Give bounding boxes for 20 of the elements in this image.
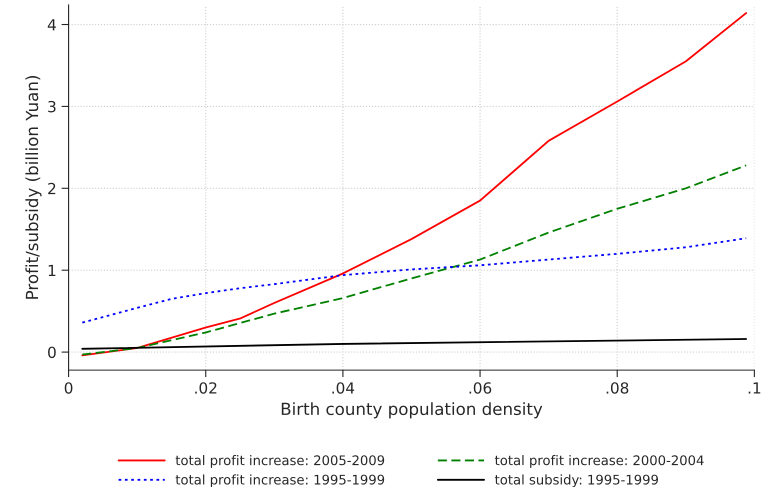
legend-label: total profit increase: 2005-2009 (176, 455, 384, 468)
y-tick-label: 0 (48, 346, 56, 358)
y-tick-label: 3 (48, 100, 56, 112)
x-tick-label: .08 (606, 382, 628, 394)
x-tick-label: .04 (332, 382, 354, 394)
x-tick-label: .1 (748, 382, 760, 394)
legend-label: total subsidy: 1995-1999 (494, 474, 658, 487)
y-tick-label: 4 (48, 19, 56, 30)
legend-label: total profit increase: 1995-1999 (176, 474, 384, 487)
y-tick-label: 2 (48, 182, 56, 194)
line-series (81, 237, 748, 324)
line-series (81, 164, 748, 356)
legend-label: total profit increase: 2000-2004 (494, 455, 704, 468)
y-tick-label: 1 (48, 264, 56, 276)
x-tick-label: 0 (64, 382, 72, 394)
x-tick-label: .02 (195, 382, 216, 394)
x-axis-title: Birth county population density (282, 402, 542, 418)
x-tick-label: .06 (470, 382, 492, 394)
y-axis-title: Profit/subsidy (billion Yuan) (25, 76, 42, 299)
line-series (81, 12, 748, 356)
